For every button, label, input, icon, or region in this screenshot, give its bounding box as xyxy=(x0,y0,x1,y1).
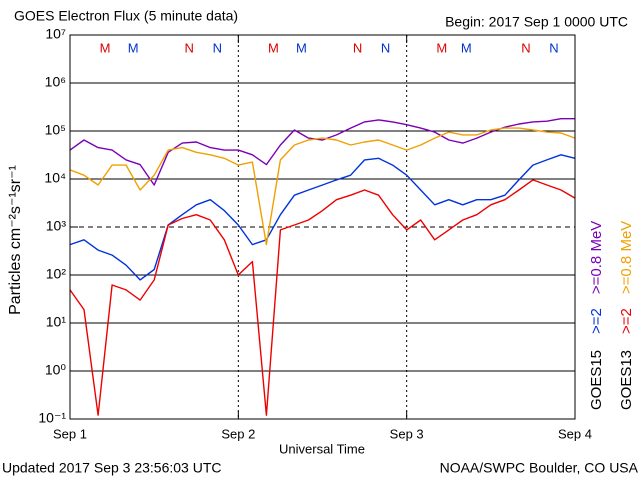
chart-title: GOES Electron Flux (5 minute data) xyxy=(14,8,238,24)
local-time-marker: N xyxy=(381,40,390,55)
y-tick-label: 10³ xyxy=(46,218,67,234)
local-time-marker: M xyxy=(100,40,111,55)
y-tick-label: 10⁴ xyxy=(44,170,66,186)
legend-group: GOES13 xyxy=(618,350,635,410)
y-tick-label: 10⁵ xyxy=(45,122,66,138)
y-tick-label: 10⁻¹ xyxy=(38,410,66,426)
y-tick-label: 10⁰ xyxy=(45,362,67,378)
y-tick-label: 10⁷ xyxy=(45,26,66,42)
chart-subtitle: Begin: 2017 Sep 1 0000 UTC xyxy=(445,14,628,30)
legend-entry: >=0.8 MeV xyxy=(618,221,635,294)
x-tick-label: Sep 3 xyxy=(390,426,424,441)
local-time-marker: M xyxy=(128,40,139,55)
legend-entry: >=0.8 MeV xyxy=(588,221,605,294)
legend-entry: >=2 xyxy=(588,308,605,334)
series-line xyxy=(69,118,575,186)
x-axis-label: Universal Time xyxy=(279,441,365,456)
series-line xyxy=(69,179,576,416)
local-time-marker: N xyxy=(549,40,558,55)
y-tick-label: 10¹ xyxy=(46,314,67,330)
local-time-marker: N xyxy=(185,40,194,55)
footer-right: NOAA/SWPC Boulder, CO USA xyxy=(440,460,639,476)
legend-group: GOES15 xyxy=(588,350,605,410)
footer-left: Updated 2017 Sep 3 23:56:03 UTC xyxy=(2,460,222,476)
x-tick-label: Sep 2 xyxy=(221,426,255,441)
plot-frame xyxy=(69,34,576,420)
local-time-marker: N xyxy=(521,40,530,55)
x-tick-label: Sep 1 xyxy=(53,426,87,441)
local-time-marker: M xyxy=(436,40,447,55)
x-tick-label: Sep 4 xyxy=(558,426,592,441)
local-time-marker: N xyxy=(353,40,362,55)
legend-entry: >=2 xyxy=(618,308,635,334)
local-time-marker: N xyxy=(213,40,222,55)
y-tick-label: 10² xyxy=(46,266,67,282)
series-line xyxy=(69,127,576,246)
local-time-marker: M xyxy=(268,40,279,55)
local-time-marker: M xyxy=(461,40,472,55)
series-line xyxy=(69,154,576,281)
y-tick-label: 10⁶ xyxy=(45,74,66,90)
y-axis-label: Particles cm⁻²s⁻¹sr⁻¹ xyxy=(7,165,24,315)
local-time-marker: M xyxy=(296,40,307,55)
